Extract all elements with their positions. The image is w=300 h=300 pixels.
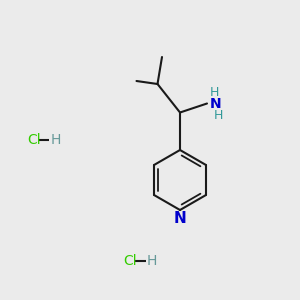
Text: H: H bbox=[51, 133, 62, 146]
Text: Cl: Cl bbox=[123, 254, 136, 268]
Text: N: N bbox=[209, 98, 221, 111]
Text: H: H bbox=[214, 109, 223, 122]
Text: N: N bbox=[174, 211, 186, 226]
Text: Cl: Cl bbox=[27, 133, 40, 146]
Text: H: H bbox=[147, 254, 158, 268]
Text: H: H bbox=[209, 86, 219, 99]
